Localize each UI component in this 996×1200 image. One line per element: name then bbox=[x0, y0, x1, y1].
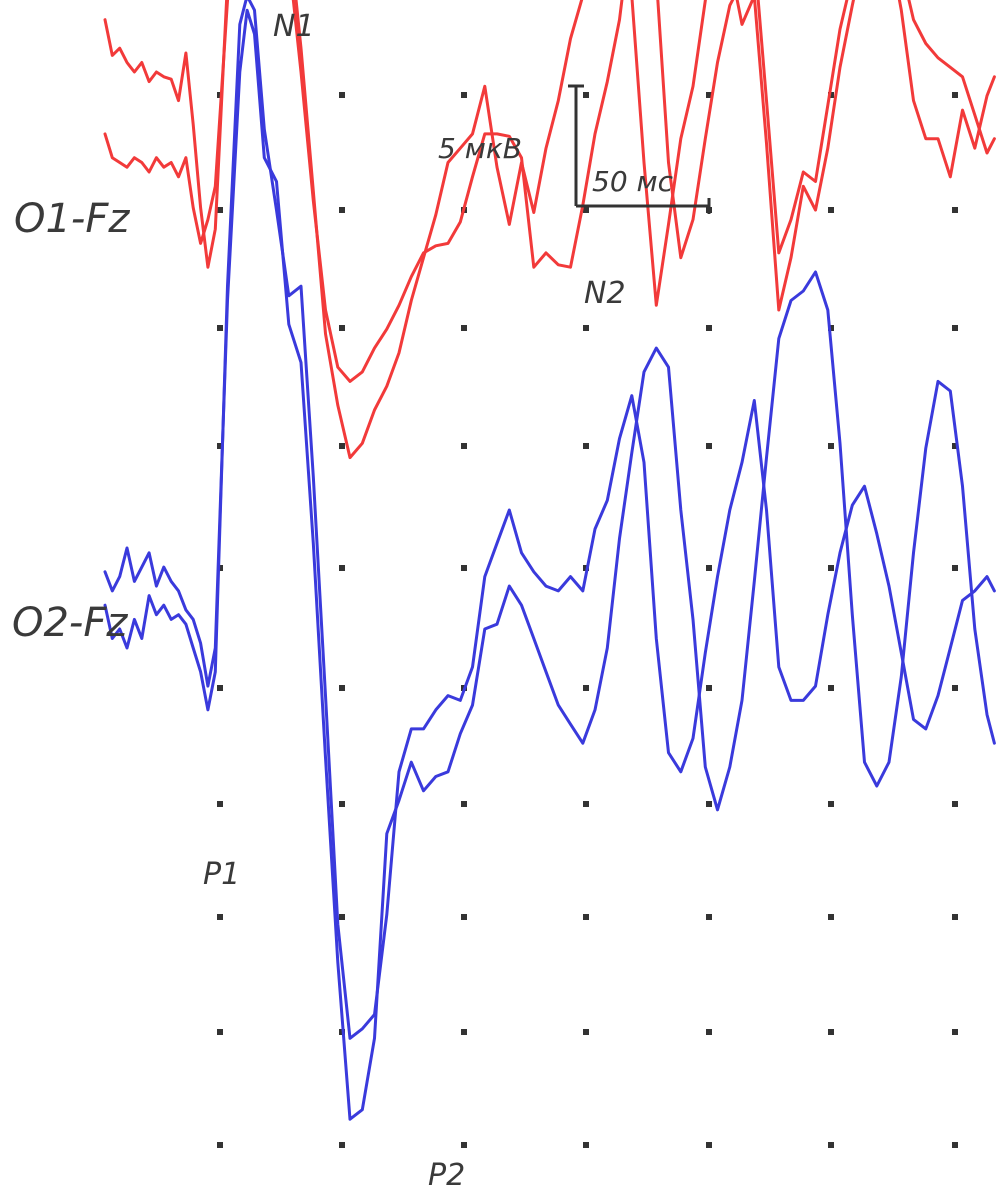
grid-dot bbox=[706, 685, 712, 691]
grid-dot bbox=[828, 92, 834, 98]
trace-o2-fz-1 bbox=[103, 0, 996, 1040]
grid-dot bbox=[706, 1142, 712, 1148]
grid-dot bbox=[952, 801, 958, 807]
grid-dot bbox=[583, 914, 589, 920]
grid-dot bbox=[952, 207, 958, 213]
grid-dot bbox=[339, 207, 345, 213]
grid-dot bbox=[583, 92, 589, 98]
peak-label-n1: N1 bbox=[273, 9, 315, 44]
grid-dot bbox=[217, 914, 223, 920]
peak-label-p1: P1 bbox=[203, 857, 240, 892]
waveform-traces bbox=[103, 0, 996, 1121]
grid-dot bbox=[339, 325, 345, 331]
grid-dot bbox=[583, 685, 589, 691]
grid-dot bbox=[706, 1029, 712, 1035]
grid-dot bbox=[461, 92, 467, 98]
grid-dot bbox=[828, 1142, 834, 1148]
grid-dot bbox=[952, 443, 958, 449]
grid-dot bbox=[828, 801, 834, 807]
grid-dot bbox=[828, 914, 834, 920]
grid-dot bbox=[461, 1029, 467, 1035]
grid-dot bbox=[461, 565, 467, 571]
grid-dot bbox=[706, 801, 712, 807]
grid-dot bbox=[461, 325, 467, 331]
grid-dot bbox=[828, 443, 834, 449]
grid-dot bbox=[828, 685, 834, 691]
grid-dot bbox=[583, 801, 589, 807]
grid-dot bbox=[952, 1029, 958, 1035]
trace-o1-fz-2 bbox=[103, 0, 996, 383]
grid-dot bbox=[217, 325, 223, 331]
grid-dot bbox=[339, 801, 345, 807]
grid-dot bbox=[339, 914, 345, 920]
grid-dot bbox=[706, 914, 712, 920]
grid-dot bbox=[461, 1142, 467, 1148]
scale-bar: 5 мкВ 50 мс bbox=[438, 84, 711, 214]
grid-dot bbox=[339, 1142, 345, 1148]
grid-dot bbox=[952, 1142, 958, 1148]
grid-dot bbox=[706, 325, 712, 331]
scale-time-label: 50 мс bbox=[592, 165, 674, 198]
grid-dot bbox=[952, 685, 958, 691]
grid-dot bbox=[217, 801, 223, 807]
grid-dot bbox=[583, 1142, 589, 1148]
grid-dot bbox=[339, 685, 345, 691]
grid-dot bbox=[217, 207, 223, 213]
grid-dot bbox=[339, 565, 345, 571]
grid-dot bbox=[217, 1142, 223, 1148]
grid-dot bbox=[706, 565, 712, 571]
peak-label-n2: N2 bbox=[584, 276, 626, 311]
grid-dot bbox=[461, 443, 467, 449]
grid-dot bbox=[217, 1029, 223, 1035]
grid-dot bbox=[828, 325, 834, 331]
grid-dot bbox=[706, 443, 712, 449]
grid-dot bbox=[828, 1029, 834, 1035]
grid-dot bbox=[583, 1029, 589, 1035]
grid-dot bbox=[461, 914, 467, 920]
trace-o2-fz-2 bbox=[103, 8, 996, 1121]
grid-dot bbox=[828, 207, 834, 213]
grid-dot bbox=[583, 443, 589, 449]
grid-dot bbox=[217, 685, 223, 691]
grid-dot bbox=[583, 325, 589, 331]
grid-dot bbox=[583, 207, 589, 213]
scale-amplitude-label: 5 мкВ bbox=[438, 132, 522, 165]
grid-dot bbox=[828, 565, 834, 571]
grid-dot bbox=[952, 565, 958, 571]
grid-dot bbox=[339, 92, 345, 98]
trace-o1-fz-1 bbox=[103, 0, 996, 460]
grid-dot bbox=[952, 914, 958, 920]
channel-label-o2-fz: O2-Fz bbox=[12, 600, 128, 646]
grid-dot bbox=[217, 443, 223, 449]
grid-dot bbox=[952, 325, 958, 331]
dot-grid bbox=[217, 92, 958, 1148]
peak-label-p2: P2 bbox=[428, 1158, 465, 1193]
grid-dot bbox=[339, 443, 345, 449]
grid-dot bbox=[461, 801, 467, 807]
channel-label-o1-fz: O1-Fz bbox=[14, 196, 130, 242]
grid-dot bbox=[706, 92, 712, 98]
grid-dot bbox=[952, 92, 958, 98]
